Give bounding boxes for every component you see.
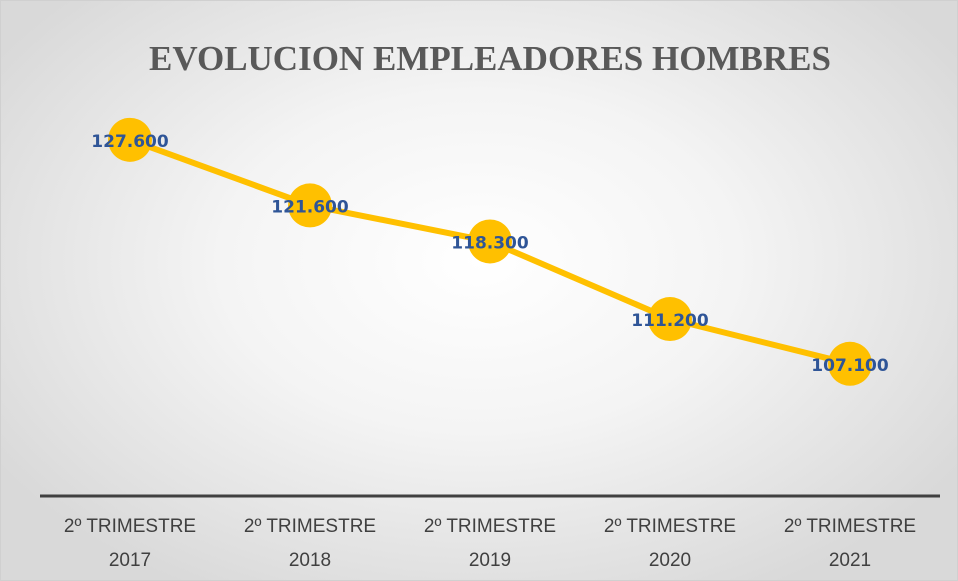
x-tick-label: 2º TRIMESTRE 2017 xyxy=(63,516,197,571)
point-marker xyxy=(108,117,152,162)
data-label: 118.300 xyxy=(451,233,529,253)
data-label: 127.600 xyxy=(91,132,169,152)
point-marker xyxy=(468,219,512,264)
data-label: 107.100 xyxy=(811,356,889,376)
x-tick-label: 2º TRIMESTRE 2019 xyxy=(423,516,557,571)
x-tick-label: 2º TRIMESTRE 2020 xyxy=(603,516,737,571)
point-marker xyxy=(648,297,692,342)
point-marker xyxy=(828,341,872,386)
x-tick-label: 2º TRIMESTRE 2018 xyxy=(243,516,377,571)
data-label: 111.200 xyxy=(631,311,709,331)
chart-title: EVOLUCION EMPLEADORES HOMBRES xyxy=(149,39,831,78)
data-label: 121.600 xyxy=(271,197,349,217)
x-tick-label: 2º TRIMESTRE 2021 xyxy=(783,516,917,571)
point-marker xyxy=(288,183,332,228)
